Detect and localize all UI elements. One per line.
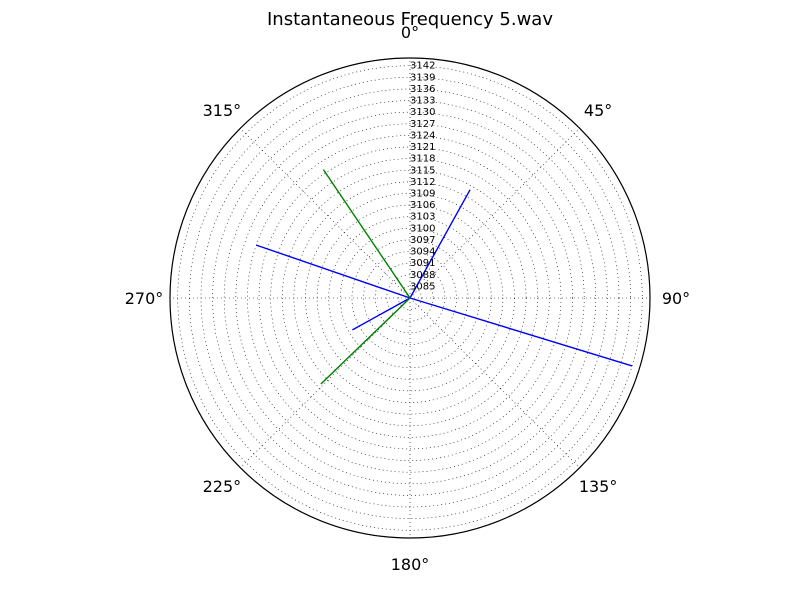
r-grid-circle [386, 274, 434, 322]
theta-tick-label: 0° [401, 23, 419, 42]
r-tick-label: 3091 [410, 258, 435, 269]
r-grid-circle [398, 286, 422, 310]
r-grid-circle [340, 228, 480, 368]
r-tick-label: 3118 [410, 154, 435, 165]
r-grid-circle [235, 123, 585, 473]
r-tick-label: 3136 [410, 84, 435, 95]
r-grid-circle [212, 100, 608, 496]
polar-frame [169, 57, 651, 539]
series-line-2 [320, 169, 411, 385]
theta-tick-label: 270° [125, 289, 164, 308]
r-tick-label: 3115 [410, 165, 435, 176]
r-tick-label: 3085 [410, 281, 435, 292]
r-tick-label: 3130 [410, 107, 435, 118]
r-grid-circle [270, 158, 550, 438]
series-layer [256, 169, 633, 385]
theta-tick-label: 315° [203, 101, 242, 120]
r-grid-circle [223, 111, 597, 485]
chart-title: Instantaneous Frequency 5.wav [267, 9, 553, 30]
r-tick-label: 3112 [410, 177, 435, 188]
r-grid-circle [363, 251, 457, 345]
r-tick-label: 3088 [410, 270, 435, 281]
theta-grid-line [240, 297, 411, 468]
r-tick-label: 3142 [410, 61, 435, 72]
r-tick-label: 3100 [410, 223, 435, 234]
r-tick-label: 3103 [410, 212, 435, 223]
theta-tick-label: 180° [391, 555, 430, 574]
r-grid-circle [374, 262, 446, 334]
series-line-1 [256, 189, 633, 367]
r-grid-circle [258, 146, 562, 450]
theta-grid-line [409, 128, 580, 299]
theta-grid-line [240, 128, 411, 299]
r-grid-circle [328, 216, 492, 380]
r-tick-label: 3094 [410, 247, 435, 258]
theta-tick-label: 45° [584, 101, 612, 120]
r-grid-circle [200, 88, 620, 508]
grid-layer [169, 57, 651, 539]
r-grid-circle [247, 135, 573, 461]
theta-tick-label: 90° [662, 289, 690, 308]
r-tick-label: 3127 [410, 119, 435, 130]
r-tick-label: 3124 [410, 130, 435, 141]
r-tick-label: 3109 [410, 188, 435, 199]
r-tick-label: 3097 [410, 235, 435, 246]
r-tick-label: 3106 [410, 200, 435, 211]
theta-tick-label: 135° [579, 477, 618, 496]
r-grid-circle [351, 239, 469, 357]
theta-grid-line [409, 297, 580, 468]
theta-tick-label: 225° [203, 477, 242, 496]
r-grid-circle [281, 169, 539, 427]
r-tick-label: 3133 [410, 96, 435, 107]
r-tick-label: 3139 [410, 72, 435, 83]
label-layer: 3085308830913094309731003103310631093112… [125, 23, 690, 574]
r-tick-label: 3121 [410, 142, 435, 153]
